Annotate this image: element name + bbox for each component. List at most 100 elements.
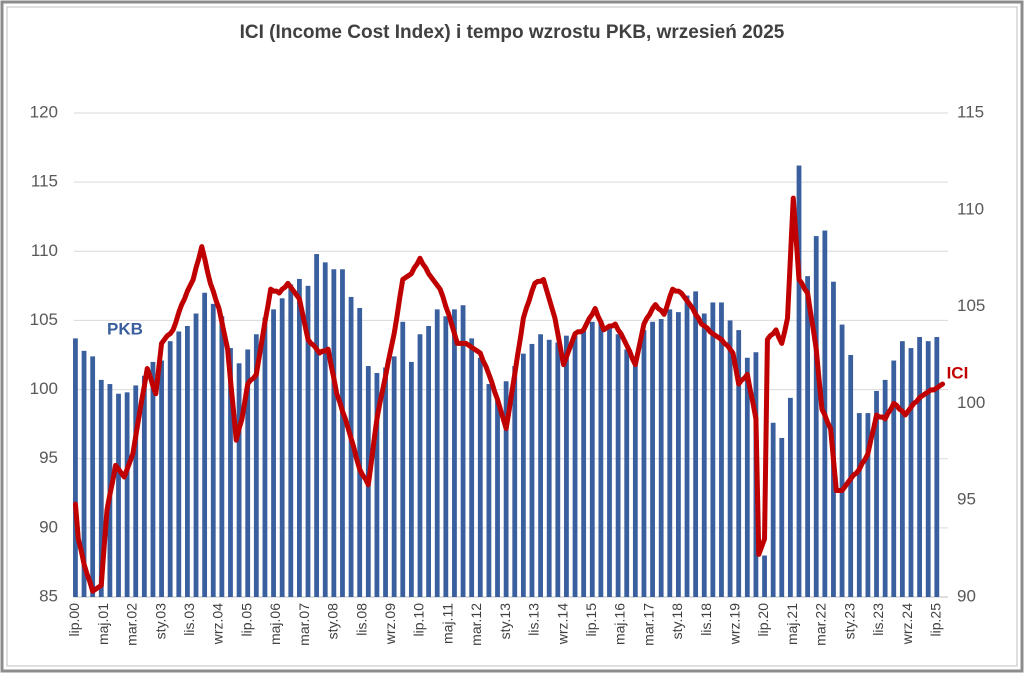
x-tick-label: lip.20 bbox=[755, 603, 771, 637]
x-tick-label: maj.01 bbox=[95, 603, 111, 645]
y-tick-label: 85 bbox=[39, 586, 58, 605]
x-tick-label: sty.08 bbox=[325, 603, 341, 640]
bar bbox=[891, 360, 897, 597]
y-tick-label: 100 bbox=[30, 379, 58, 398]
bar bbox=[486, 384, 492, 597]
y-tick-label: 115 bbox=[31, 172, 58, 191]
bar bbox=[133, 385, 139, 597]
bar bbox=[762, 555, 767, 597]
x-tick-label: mar.12 bbox=[468, 603, 484, 646]
bar bbox=[882, 379, 888, 597]
bar bbox=[529, 343, 535, 597]
bar bbox=[331, 269, 337, 597]
bar bbox=[495, 399, 500, 597]
x-tick-label: lip.00 bbox=[66, 603, 82, 637]
x-tick-label: maj.11 bbox=[439, 603, 455, 644]
lines bbox=[72, 195, 946, 594]
x-tick-label: wrz.19 bbox=[727, 603, 743, 645]
x-tick-label: mar.02 bbox=[124, 603, 140, 646]
bar bbox=[589, 321, 595, 597]
bar bbox=[210, 303, 216, 597]
bar bbox=[865, 413, 871, 597]
bar bbox=[779, 437, 785, 597]
bar bbox=[305, 285, 311, 597]
x-tick-label: sty.23 bbox=[841, 603, 857, 640]
bar bbox=[503, 381, 509, 597]
bar bbox=[452, 309, 457, 597]
bar bbox=[271, 309, 276, 597]
y-tick-label: 105 bbox=[30, 310, 58, 329]
bar bbox=[727, 320, 733, 597]
bar bbox=[736, 330, 742, 597]
bar bbox=[607, 327, 612, 597]
bar bbox=[925, 341, 931, 597]
bar bbox=[426, 325, 432, 597]
bar bbox=[701, 313, 707, 597]
bar bbox=[245, 349, 251, 597]
bar bbox=[641, 330, 647, 597]
bar bbox=[150, 361, 156, 597]
y-tick-label: 120 bbox=[30, 102, 58, 121]
bar bbox=[408, 361, 414, 597]
y-tick-label: 90 bbox=[39, 517, 58, 536]
x-tick-label: maj.06 bbox=[267, 603, 283, 645]
bar bbox=[253, 334, 259, 597]
bar bbox=[279, 298, 285, 597]
bar bbox=[124, 392, 130, 597]
inner-frame bbox=[6, 6, 1018, 667]
bar bbox=[520, 353, 526, 597]
y2-tick-label: 105 bbox=[957, 296, 985, 315]
bar bbox=[538, 334, 543, 597]
bar bbox=[684, 295, 690, 597]
bar bbox=[469, 338, 475, 597]
x-tick-label: maj.16 bbox=[612, 603, 628, 645]
bar bbox=[650, 321, 655, 597]
bar bbox=[512, 366, 518, 597]
x-tick-label: sty.13 bbox=[497, 603, 513, 640]
bar bbox=[934, 337, 940, 597]
bar bbox=[296, 278, 302, 597]
y2-tick-label: 90 bbox=[957, 586, 976, 605]
bar bbox=[193, 313, 199, 597]
bar bbox=[813, 236, 819, 597]
bar bbox=[667, 309, 673, 597]
bar bbox=[228, 348, 233, 597]
x-tick-label: maj.21 bbox=[784, 603, 800, 645]
x-tick-label: mar.17 bbox=[640, 603, 656, 646]
bar bbox=[383, 367, 388, 597]
bar bbox=[90, 356, 96, 597]
bar bbox=[658, 319, 664, 597]
x-tick-label: sty.18 bbox=[669, 603, 685, 640]
bar bbox=[917, 337, 922, 597]
bar bbox=[141, 375, 147, 597]
bar bbox=[176, 331, 182, 597]
x-tick-label: wrz.04 bbox=[210, 603, 226, 645]
bar bbox=[908, 348, 914, 597]
x-tick-label: wrz.14 bbox=[554, 603, 570, 645]
x-tick-label: mar.22 bbox=[813, 603, 829, 646]
bar bbox=[167, 341, 173, 597]
bar bbox=[417, 334, 423, 597]
bar bbox=[322, 262, 328, 597]
x-tick-label: lip.10 bbox=[411, 603, 427, 637]
bar bbox=[202, 292, 208, 597]
x-tick-label: sty.03 bbox=[152, 603, 168, 640]
bar bbox=[443, 316, 449, 597]
y-tick-label: 110 bbox=[31, 241, 58, 260]
x-tick-label: lis.18 bbox=[698, 603, 714, 636]
bar bbox=[81, 350, 87, 597]
bar bbox=[874, 390, 879, 597]
bar bbox=[564, 335, 569, 597]
line bbox=[72, 195, 946, 594]
x-tick-label: wrz.09 bbox=[382, 603, 398, 645]
bar bbox=[340, 269, 345, 597]
bar bbox=[288, 284, 294, 597]
bar bbox=[116, 393, 121, 597]
bar bbox=[899, 341, 905, 597]
bar bbox=[555, 342, 561, 597]
bar bbox=[787, 397, 793, 597]
legend-label: PKB bbox=[107, 319, 143, 338]
bar bbox=[400, 321, 406, 597]
bar bbox=[805, 276, 811, 597]
